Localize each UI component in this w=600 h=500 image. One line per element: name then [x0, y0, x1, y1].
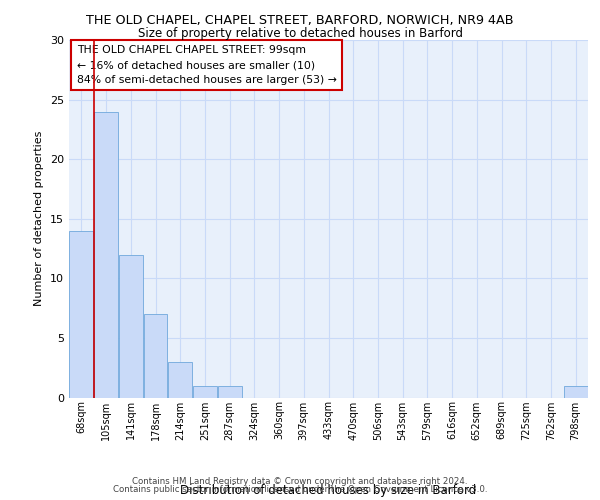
Text: Contains public sector information licensed under the Open Government Licence v3: Contains public sector information licen… — [113, 484, 487, 494]
Text: Size of property relative to detached houses in Barford: Size of property relative to detached ho… — [137, 28, 463, 40]
Bar — [193, 386, 217, 398]
Bar — [119, 254, 143, 398]
Text: THE OLD CHAPEL, CHAPEL STREET, BARFORD, NORWICH, NR9 4AB: THE OLD CHAPEL, CHAPEL STREET, BARFORD, … — [86, 14, 514, 27]
Text: THE OLD CHAPEL CHAPEL STREET: 99sqm
← 16% of detached houses are smaller (10)
84: THE OLD CHAPEL CHAPEL STREET: 99sqm ← 16… — [77, 46, 337, 85]
Bar — [168, 362, 192, 398]
Bar — [143, 314, 167, 398]
Bar — [94, 112, 118, 398]
Bar — [563, 386, 587, 398]
Bar — [70, 230, 94, 398]
Text: Contains HM Land Registry data © Crown copyright and database right 2024.: Contains HM Land Registry data © Crown c… — [132, 477, 468, 486]
Bar — [218, 386, 242, 398]
X-axis label: Distribution of detached houses by size in Barford: Distribution of detached houses by size … — [181, 484, 476, 497]
Y-axis label: Number of detached properties: Number of detached properties — [34, 131, 44, 306]
